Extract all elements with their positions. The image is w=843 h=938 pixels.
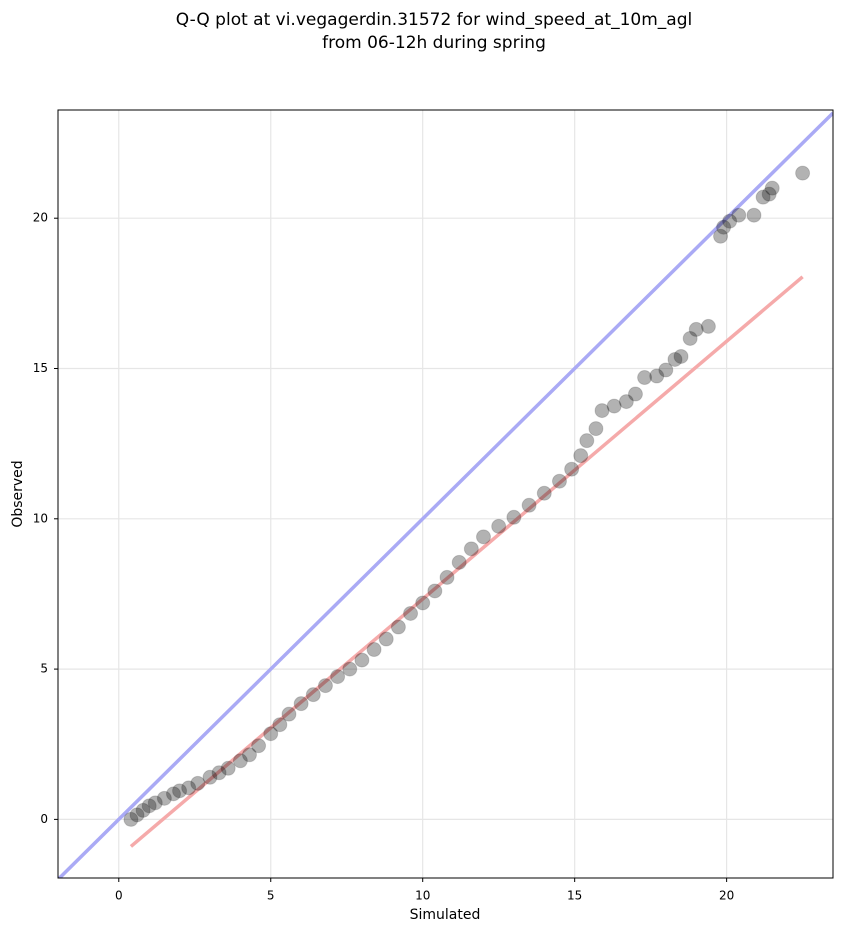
point [317, 678, 333, 694]
point [181, 780, 197, 796]
point [573, 448, 589, 464]
point [281, 706, 297, 722]
point [506, 509, 522, 525]
grid [58, 110, 833, 878]
x-tick-label: 0 [115, 889, 123, 903]
y-tick-label: 10 [33, 511, 48, 525]
y-tick-label: 15 [33, 361, 48, 375]
point [673, 348, 689, 364]
point [165, 786, 181, 802]
plot-frame [57, 109, 834, 879]
x-tick-label: 10 [415, 889, 430, 903]
point [716, 219, 732, 235]
point [521, 497, 537, 513]
point [761, 186, 777, 202]
point [232, 753, 248, 769]
point [491, 518, 507, 534]
chart-title: Q-Q plot at vi.vegagerdin.31572 for wind… [176, 10, 692, 30]
point [439, 569, 455, 585]
y-tick-label: 20 [33, 211, 48, 225]
point [135, 802, 151, 818]
point [700, 318, 716, 334]
point [606, 398, 622, 414]
point [272, 717, 288, 733]
point [141, 798, 157, 814]
point [713, 228, 729, 244]
point [390, 619, 406, 635]
point [305, 687, 321, 703]
y-tick-label: 0 [40, 812, 48, 826]
x-axis-label: Simulated [410, 907, 481, 923]
y-tick-label: 5 [40, 662, 48, 676]
point [551, 473, 567, 489]
point [251, 738, 267, 754]
point [618, 394, 634, 410]
point [202, 769, 218, 785]
point [293, 696, 309, 712]
point [536, 485, 552, 501]
point [764, 180, 780, 196]
point [172, 783, 188, 799]
x-tick-label: 20 [719, 889, 734, 903]
point [129, 807, 145, 823]
point [330, 669, 346, 685]
point [241, 747, 257, 763]
point [746, 207, 762, 223]
point [263, 726, 279, 742]
point [667, 351, 683, 367]
point [220, 760, 236, 776]
point [579, 433, 595, 449]
point [156, 790, 172, 806]
chart-title: from 06-12h during spring [322, 33, 546, 53]
point [649, 368, 665, 384]
point [378, 631, 394, 647]
point [731, 207, 747, 223]
point [795, 165, 811, 181]
point [190, 775, 206, 791]
point [594, 403, 610, 419]
point [354, 652, 370, 668]
point [403, 605, 419, 621]
point [451, 554, 467, 570]
point [682, 330, 698, 346]
point [564, 461, 580, 477]
point [366, 642, 382, 658]
point [415, 595, 431, 611]
x-tick-label: 5 [267, 889, 275, 903]
point [147, 795, 163, 811]
point [688, 321, 704, 337]
reference-line [129, 275, 804, 848]
plot-area [58, 111, 833, 878]
point [588, 421, 604, 437]
y-axis-label: Observed [10, 460, 26, 527]
point [427, 583, 443, 599]
point [722, 213, 738, 229]
x-tick-label: 15 [567, 889, 582, 903]
point [658, 362, 674, 378]
point [755, 189, 771, 205]
reference-line [58, 111, 833, 878]
point [211, 765, 227, 781]
ticks: 0 5 10 15 20 0 5 10 15 20 [33, 211, 735, 903]
point [463, 541, 479, 557]
point [475, 529, 491, 545]
point [637, 370, 653, 386]
point [342, 661, 358, 677]
point [123, 811, 139, 827]
point [627, 386, 643, 402]
